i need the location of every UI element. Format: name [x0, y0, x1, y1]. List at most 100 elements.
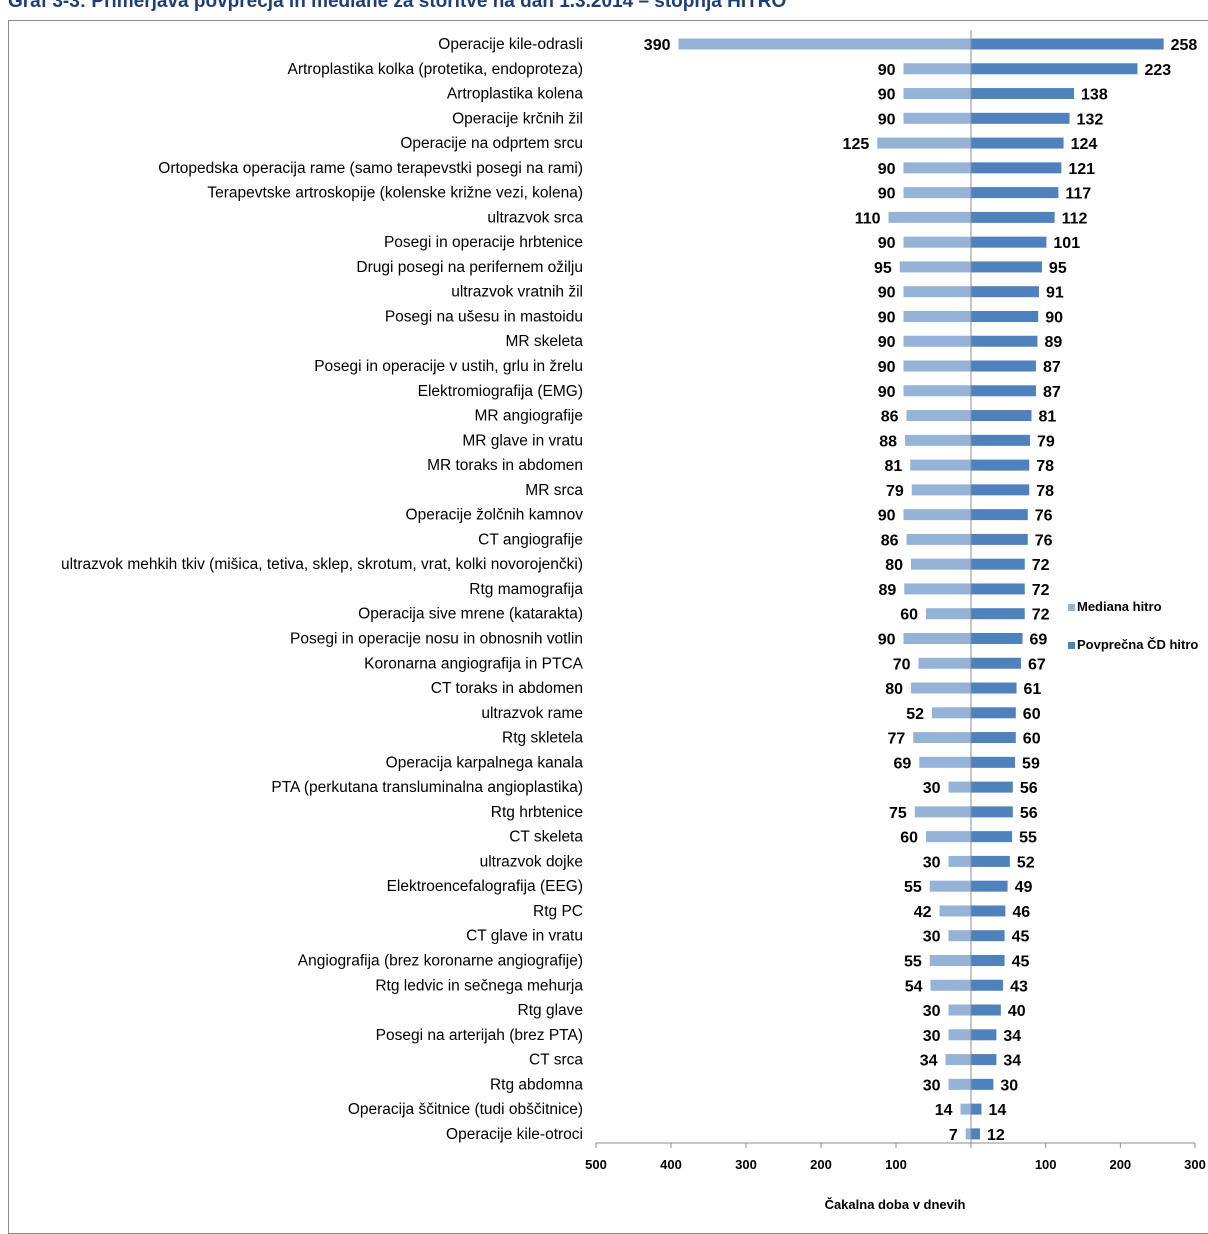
- bar-median: [903, 187, 971, 199]
- bar-median: [948, 781, 971, 793]
- x-tick-label: 400: [660, 1157, 682, 1172]
- value-label-median: 55: [904, 953, 922, 970]
- bar-median: [948, 1004, 971, 1016]
- category-label: Posegi in operacije v ustih, grlu in žre…: [314, 358, 583, 375]
- x-tick-label: 300: [735, 1157, 757, 1172]
- bar-median: [948, 1078, 971, 1090]
- bar-average: [971, 756, 1016, 768]
- bar-median: [939, 905, 971, 917]
- category-label: Operacija ščitnice (tudi obščitnice): [348, 1101, 583, 1118]
- value-label-median: 88: [879, 433, 897, 450]
- value-label-average: 76: [1035, 532, 1053, 549]
- value-label-average: 43: [1010, 978, 1028, 995]
- bar-average: [971, 558, 1025, 570]
- bar-median: [929, 880, 971, 892]
- value-label-median: 30: [923, 854, 941, 871]
- bar-median: [906, 533, 971, 545]
- bar-median: [914, 806, 971, 818]
- value-label-median: 86: [881, 532, 899, 549]
- category-label: Operacija sive mrene (katarakta): [358, 606, 583, 623]
- value-label-average: 55: [1019, 830, 1037, 847]
- bar-average: [971, 1103, 982, 1115]
- bar-median: [903, 162, 971, 174]
- value-label-average: 72: [1032, 607, 1050, 624]
- bar-median: [906, 410, 971, 422]
- bar-median: [930, 979, 971, 991]
- category-label: MR glave in vratu: [462, 432, 583, 449]
- bar-average: [971, 162, 1062, 174]
- value-label-average: 79: [1037, 433, 1055, 450]
- category-label: CT srca: [529, 1052, 583, 1069]
- value-label-median: 54: [905, 978, 923, 995]
- value-label-median: 30: [923, 929, 941, 946]
- bar-median: [905, 434, 971, 446]
- category-label: Rtg PC: [533, 903, 583, 920]
- legend-swatch: [1068, 604, 1075, 611]
- value-label-median: 80: [885, 557, 903, 574]
- bar-average: [971, 732, 1016, 744]
- category-label: CT glave in vratu: [466, 928, 583, 945]
- bar-median: [911, 558, 971, 570]
- value-label-average: 40: [1008, 1003, 1026, 1020]
- bar-average: [971, 211, 1055, 223]
- bar-average: [971, 831, 1013, 843]
- value-label-median: 30: [923, 780, 941, 797]
- category-label: Terapevtske artroskopije (kolenske križn…: [207, 185, 583, 202]
- category-label: Koronarna angiografija in PTCA: [364, 655, 584, 672]
- value-label-median: 77: [887, 731, 905, 748]
- bar-average: [971, 484, 1030, 496]
- category-label: Artroplastika kolka (protetika, endoprot…: [287, 61, 583, 78]
- value-label-median: 90: [878, 161, 896, 178]
- category-label: Angiografija (brez koronarne angiografij…: [298, 952, 583, 969]
- category-label: CT skeleta: [509, 829, 583, 846]
- value-label-average: 46: [1012, 904, 1030, 921]
- bar-median: [903, 88, 971, 100]
- bar-average: [971, 236, 1047, 248]
- category-label: Operacije žolčnih kamnov: [406, 507, 584, 524]
- category-label: MR toraks in abdomen: [427, 457, 583, 474]
- bar-median: [899, 261, 971, 273]
- value-label-average: 59: [1022, 755, 1040, 772]
- bar-median: [913, 732, 971, 744]
- category-label: PTA (perkutana transluminalna angioplast…: [271, 779, 583, 796]
- bar-average: [971, 954, 1005, 966]
- bar-average: [971, 632, 1023, 644]
- value-label-average: 87: [1043, 359, 1061, 376]
- value-label-average: 12: [987, 1127, 1005, 1144]
- bar-average: [971, 385, 1036, 397]
- value-label-median: 90: [878, 235, 896, 252]
- category-label: Ortopedska operacija rame (samo terapevs…: [158, 160, 583, 177]
- bar-median: [903, 632, 971, 644]
- bar-median: [960, 1103, 971, 1115]
- bar-median: [948, 855, 971, 867]
- bar-average: [971, 63, 1138, 75]
- bar-median: [926, 831, 971, 843]
- legend-label: Povprečna ČD hitro: [1077, 637, 1198, 652]
- category-label: ultrazvok dojke: [480, 853, 583, 870]
- bar-average: [971, 286, 1039, 298]
- bar-median: [903, 286, 971, 298]
- x-tick-label: 100: [885, 1157, 907, 1172]
- value-label-median: 90: [878, 508, 896, 525]
- value-label-average: 112: [1062, 210, 1088, 227]
- bar-median: [903, 112, 971, 124]
- value-label-median: 90: [878, 309, 896, 326]
- value-label-average: 49: [1015, 879, 1033, 896]
- value-label-average: 132: [1077, 111, 1104, 128]
- bar-average: [971, 187, 1059, 199]
- value-label-median: 60: [900, 607, 918, 624]
- bar-average: [971, 1029, 997, 1041]
- x-tick-label: 500: [585, 1157, 607, 1172]
- value-label-median: 7: [949, 1127, 958, 1144]
- bar-average: [971, 682, 1017, 694]
- bar-median: [965, 1128, 971, 1140]
- bar-average: [971, 533, 1028, 545]
- value-label-median: 90: [878, 285, 896, 302]
- category-label: Operacije kile-odrasli: [438, 36, 583, 53]
- value-label-average: 60: [1023, 731, 1041, 748]
- value-label-average: 72: [1032, 557, 1050, 574]
- bar-average: [971, 509, 1028, 521]
- bar-average: [971, 310, 1039, 322]
- bar-average: [971, 979, 1004, 991]
